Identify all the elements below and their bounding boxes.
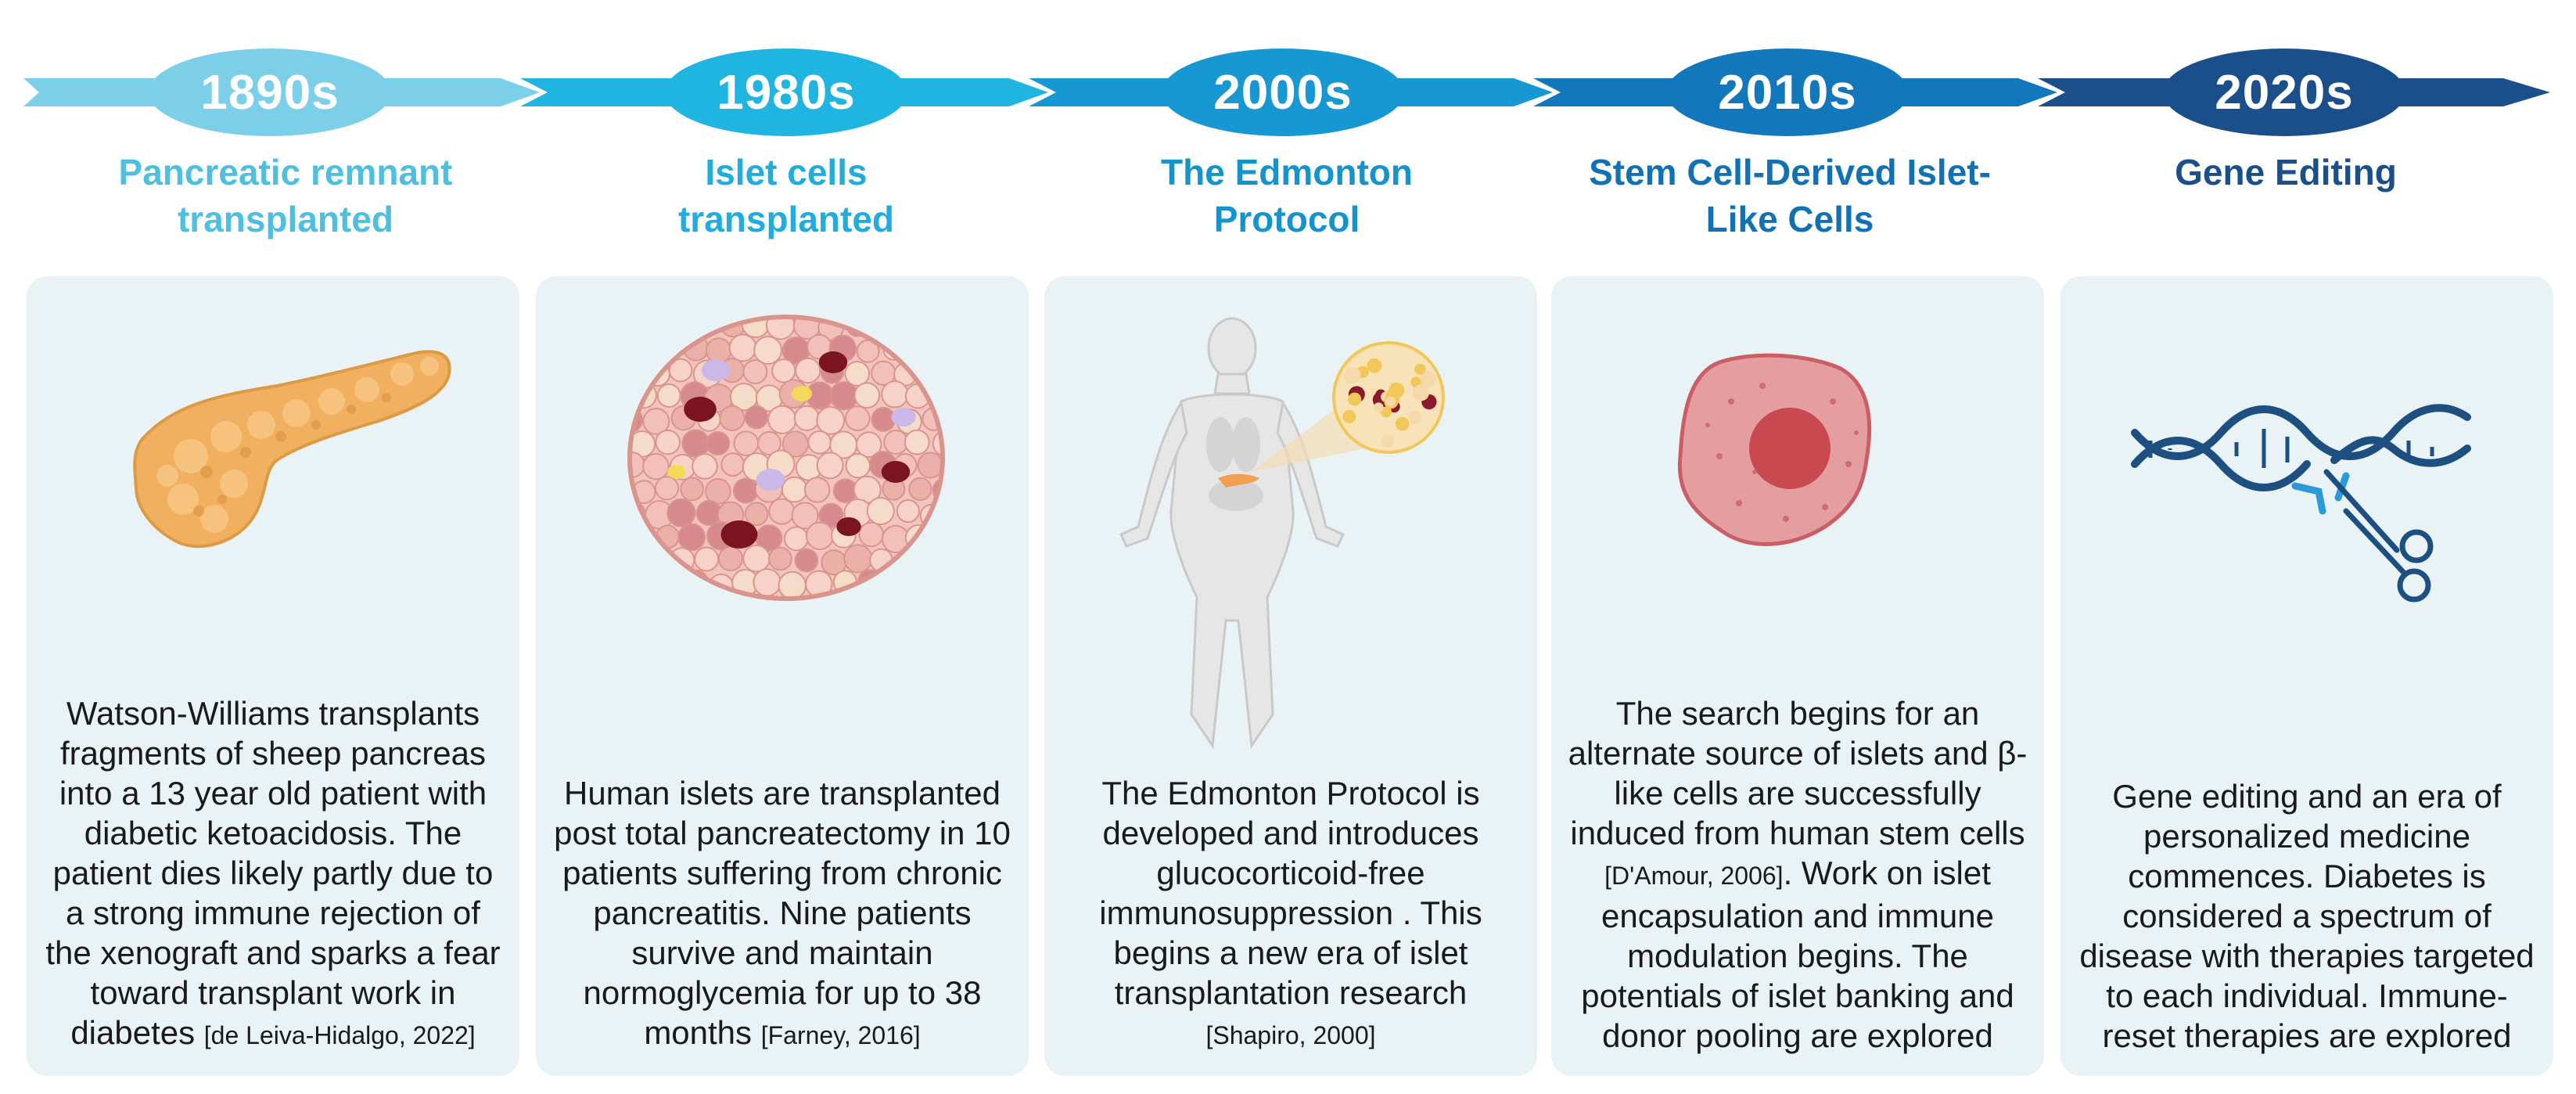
description-text-1890s: Watson-Williams transplants fragments of… (45, 695, 501, 1051)
year-label-2010s: 2010s (1718, 65, 1857, 120)
year-label-1980s: 1980s (717, 65, 856, 120)
card-1890s: Watson-Williams transplants fragments of… (27, 276, 519, 1076)
period-title-2010s: Stem Cell-Derived Islet-Like Cells (1589, 152, 1991, 239)
card-2020s: Gene editing and an era of personalized … (2060, 276, 2553, 1076)
year-badge-2020s (2163, 49, 2405, 136)
description-1980s: Human islets are transplanted post total… (551, 773, 1013, 1056)
period-title-1980s: Islet cells transplanted (677, 152, 895, 239)
year-badge-1890s (149, 49, 391, 136)
islet-zoom-illustration (1332, 341, 1445, 454)
stem-cell-illustration (1677, 353, 1872, 546)
description-text-1980s: Human islets are transplanted post total… (554, 775, 1011, 1051)
year-badge-2000s (1162, 49, 1404, 136)
citation-2000s: [Shapiro, 2000] (1205, 1021, 1376, 1049)
period-title-2020s: Gene Editing (2175, 152, 2397, 193)
period-title-1890s: Pancreatic remnant transplanted (118, 152, 453, 239)
islet-cluster-illustration (627, 315, 945, 601)
pancreas-illustration (133, 350, 451, 549)
dna-scissors-illustration (2131, 404, 2471, 603)
year-badge-1980s (665, 49, 907, 136)
description-text-2020s: Gene editing and an era of personalized … (2079, 778, 2535, 1054)
pancreas-highlight (1218, 473, 1259, 488)
timeline-arrow (23, 49, 2550, 136)
citation-2010s: [D'Amour, 2006] (1604, 862, 1784, 890)
card-2000s: The Edmonton Protocol is developed and i… (1044, 276, 1537, 1076)
citation-1980s: [Farney, 2016] (760, 1021, 921, 1049)
period-title-2000s: The Edmonton Protocol (1161, 152, 1413, 239)
year-label-1890s: 1890s (200, 65, 340, 120)
citation-1890s: [de Leiva-Hidalgo, 2022] (203, 1021, 476, 1049)
year-label-2020s: 2020s (2215, 65, 2354, 120)
description-text-2010s-part1: The search begins for an alternate sourc… (1568, 695, 2028, 851)
year-badge-2010s (1666, 49, 1909, 136)
year-label-2000s: 2000s (1213, 65, 1353, 120)
description-2000s: The Edmonton Protocol is developed and i… (1060, 773, 1522, 1056)
human-body-illustration (1119, 317, 1445, 750)
card-1980s: Human islets are transplanted post total… (536, 276, 1029, 1076)
description-2010s: The search begins for an alternate sourc… (1568, 695, 2028, 1054)
scissors-icon (2323, 469, 2434, 603)
description-text-2000s: The Edmonton Protocol is developed and i… (1099, 775, 1482, 1011)
card-2010s: The search begins for an alternate sourc… (1551, 276, 2044, 1076)
description-text-2010s-part2: Work on islet encapsulation and immune m… (1581, 855, 2014, 1054)
description-2020s: Gene editing and an era of personalized … (2076, 776, 2538, 1056)
description-1890s: Watson-Williams transplants fragments of… (42, 693, 504, 1056)
